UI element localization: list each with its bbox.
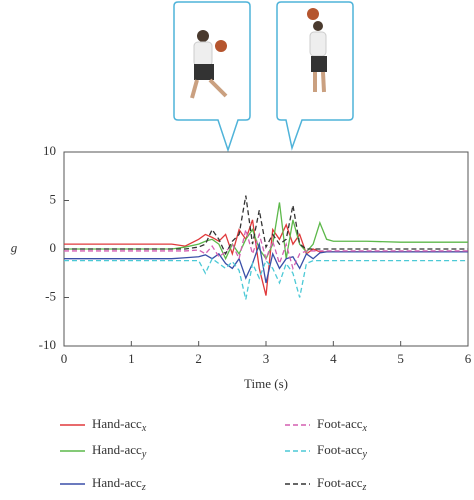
legend-subscript: z (141, 482, 146, 493)
x-tick-label: 4 (330, 351, 337, 366)
legend-subscript: x (361, 423, 367, 434)
legend-name: Hand-acc (92, 416, 142, 431)
y-tick-label: 10 (43, 143, 56, 158)
x-axis-label: Time (s) (244, 376, 288, 391)
series-line (64, 257, 468, 300)
x-tick-label: 2 (195, 351, 202, 366)
legend-subscript: z (361, 482, 366, 493)
x-tick-label: 3 (263, 351, 270, 366)
legend-name: Foot-acc (317, 416, 363, 431)
legend-subscript: x (141, 423, 147, 434)
legend-name: Foot-acc (317, 475, 363, 490)
series-line (64, 195, 468, 256)
legend-name: Hand-acc (92, 475, 142, 490)
y-tick-label: -10 (39, 337, 56, 352)
photo-bubbles (173, 1, 354, 153)
legend-subscript: y (361, 449, 367, 460)
series-line (64, 202, 468, 261)
series-line (64, 229, 468, 271)
legend-label: Hand-accy (92, 442, 147, 460)
legend-label: Hand-accx (92, 416, 147, 434)
series-line (64, 241, 468, 284)
legend-label: Foot-accz (317, 475, 366, 493)
legend-label: Hand-accz (92, 475, 146, 493)
y-tick-label: -5 (45, 288, 56, 303)
y-tick-label: 5 (50, 191, 57, 206)
legend-name: Hand-acc (92, 442, 142, 457)
player-photo (190, 30, 228, 99)
player-photo (307, 8, 327, 93)
x-tick-label: 6 (465, 351, 472, 366)
legend-label: Foot-accy (317, 442, 367, 460)
legend-label: Foot-accx (317, 416, 367, 434)
x-tick-label: 0 (61, 351, 68, 366)
legend-name: Foot-acc (317, 442, 363, 457)
y-tick-label: 0 (50, 240, 57, 255)
legend-subscript: y (141, 449, 147, 460)
x-tick-label: 5 (397, 351, 404, 366)
x-tick-label: 1 (128, 351, 135, 366)
y-axis-label: g (11, 240, 18, 255)
